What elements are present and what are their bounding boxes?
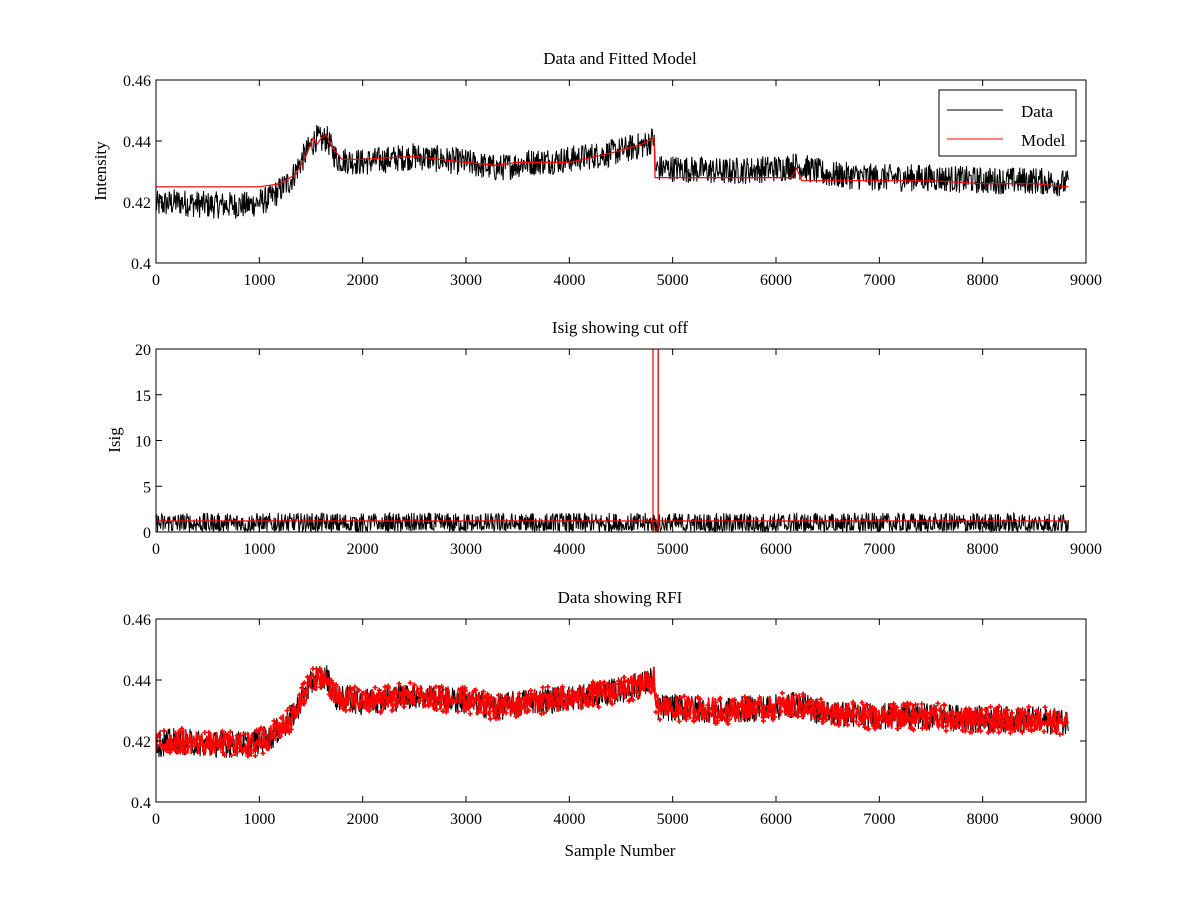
y-tick-label: 0.4 — [131, 795, 151, 812]
series-line-data — [156, 125, 1069, 219]
y-tick-label: 20 — [135, 342, 151, 359]
y-tick-label: 10 — [135, 434, 151, 451]
y-tick-label: 0.46 — [123, 73, 151, 90]
y-tick-label: 0.42 — [123, 195, 151, 212]
x-tick-label: 0 — [152, 811, 160, 828]
rfi-band — [156, 666, 1070, 756]
panel-2-ylabel: Isig — [105, 427, 124, 453]
panel-3-title: Data showing RFI — [558, 588, 683, 607]
x-tick-label: 6000 — [760, 272, 792, 289]
x-tick-label: 6000 — [760, 541, 792, 558]
panel-data-showing-rfi: Data showing RFI 0 1000 2000 3000 4000 5000 60… — [123, 588, 1102, 860]
x-tick-label: 7000 — [863, 272, 895, 289]
panel-3-series-group — [156, 665, 1070, 759]
rfi-markers — [156, 666, 1070, 759]
series-line-series-0 — [156, 665, 1069, 758]
panel-data-and-fitted-model: Data and Fitted Model Intensity 0 1000 200… — [91, 49, 1102, 289]
x-tick-label: 4000 — [553, 541, 585, 558]
panel-3-plot-area: 0 1000 2000 3000 4000 5000 6000 7000 8000 9000 0.4… — [123, 612, 1102, 828]
x-tick-label: 4000 — [553, 811, 585, 828]
x-tick-label: 3000 — [450, 272, 482, 289]
x-tick-label: 2000 — [347, 541, 379, 558]
x-tick-label: 1000 — [243, 811, 275, 828]
x-tick-label: 4000 — [553, 272, 585, 289]
x-tick-label: 8000 — [967, 272, 999, 289]
y-tick-label: 0.4 — [131, 256, 151, 273]
x-tick-label: 0 — [152, 272, 160, 289]
rfi-marker-set — [156, 666, 1067, 759]
x-tick-label: 7000 — [863, 811, 895, 828]
x-tick-label: 6000 — [760, 811, 792, 828]
y-tick-label: 0.44 — [123, 134, 151, 151]
panel-1-plot-area: 0 1000 2000 3000 4000 5000 6000 7000 8000 9000 0.4… — [123, 73, 1102, 289]
x-tick-label: 9000 — [1070, 541, 1102, 558]
legend-label-data: Data — [1021, 102, 1054, 121]
x-tick-label: 5000 — [657, 272, 689, 289]
y-tick-label: 0.44 — [123, 673, 151, 690]
x-tick-label: 0 — [152, 541, 160, 558]
x-axis-label: Sample Number — [565, 841, 676, 860]
x-tick-label: 2000 — [347, 811, 379, 828]
series-line-series-0 — [156, 511, 1069, 532]
x-tick-label: 9000 — [1070, 811, 1102, 828]
legend-label-model: Model — [1021, 131, 1066, 150]
legend-box — [938, 89, 1077, 157]
axes-box — [155, 618, 1087, 803]
panel-2-plot-area: 0 1000 2000 3000 4000 5000 6000 7000 8000 9000 0 5 1… — [135, 342, 1102, 558]
x-tick-label: 9000 — [1070, 272, 1102, 289]
y-tick-label: 0.46 — [123, 612, 151, 629]
axes-box — [155, 79, 1087, 264]
x-tick-label: 5000 — [657, 541, 689, 558]
panel-1-ylabel: Intensity — [91, 141, 110, 201]
x-tick-label: 5000 — [657, 811, 689, 828]
y-tick-label: 0 — [143, 525, 151, 542]
x-tick-label: 2000 — [347, 272, 379, 289]
x-tick-label: 8000 — [967, 811, 999, 828]
panel-2-series-group — [156, 349, 1069, 532]
panel-1-title: Data and Fitted Model — [543, 49, 697, 68]
x-tick-label: 7000 — [863, 541, 895, 558]
panel-2-title: Isig showing cut off — [552, 318, 688, 337]
x-tick-label: 1000 — [243, 272, 275, 289]
x-tick-label: 1000 — [243, 541, 275, 558]
series-line-model — [156, 134, 1069, 188]
y-tick-label: 0.42 — [123, 734, 151, 751]
panel-1-series-group — [156, 125, 1069, 219]
panel-isig-showing-cut-off: Isig showing cut off Isig 0 1000 2000 3000 4… — [105, 318, 1102, 558]
x-tick-label: 3000 — [450, 811, 482, 828]
y-tick-label: 15 — [135, 388, 151, 405]
x-tick-label: 3000 — [450, 541, 482, 558]
y-tick-label: 5 — [143, 479, 151, 496]
x-tick-label: 8000 — [967, 541, 999, 558]
panel-1-legend: Data Model — [938, 89, 1077, 157]
